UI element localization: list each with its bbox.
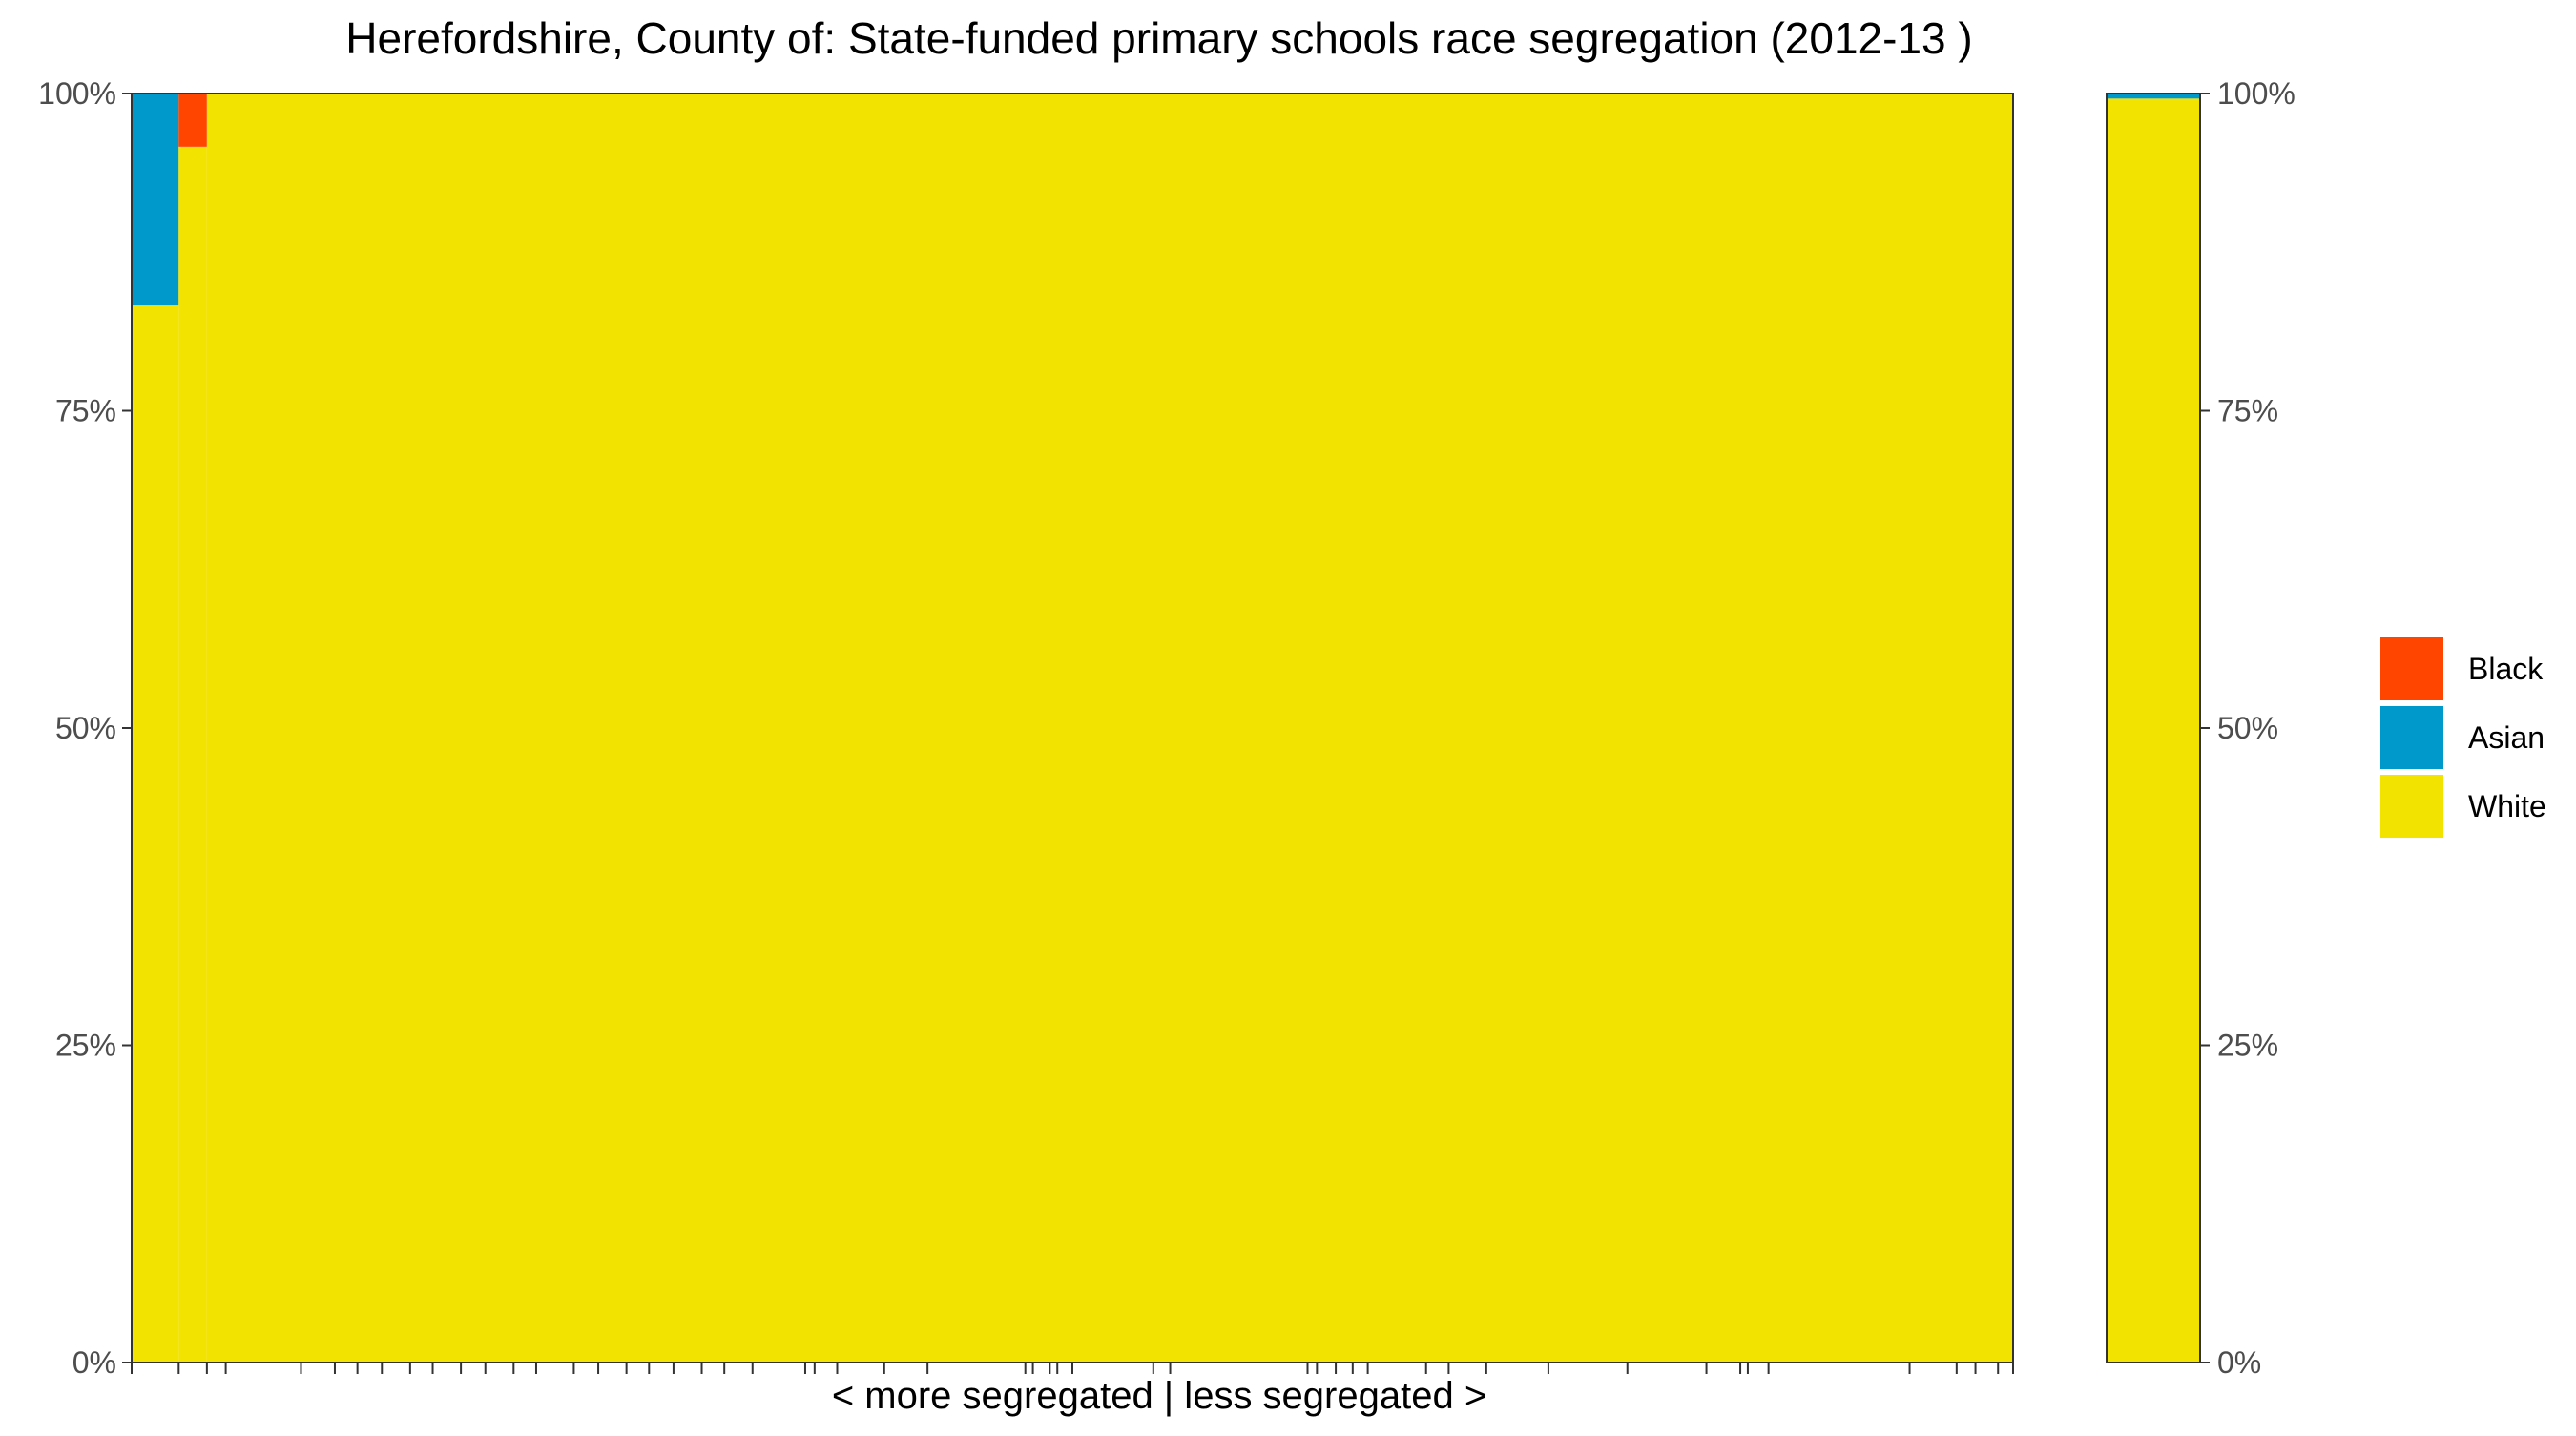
x-axis-label: < more segregated | less segregated > [832, 1375, 1486, 1417]
axes-layer: 0% 0% 25% 25% 50% 50% 75% 75% 100% 100% [38, 76, 2296, 1380]
y-tick-label-right: 100% [2217, 76, 2296, 111]
y-tick-label-left: 100% [38, 76, 116, 111]
total-bar-asian-segment [2107, 94, 2200, 99]
legend-label-asian: Asian [2468, 720, 2545, 755]
y-tick-label-right: 75% [2217, 394, 2278, 428]
school-bar-3-white-segment [206, 94, 2013, 1363]
y-tick-label-left: 50% [55, 711, 116, 745]
bars-layer [132, 94, 2200, 1363]
legend: Black Asian White [2380, 637, 2546, 838]
y-tick-label-right: 50% [2217, 711, 2278, 745]
y-tick-label-right: 0% [2217, 1345, 2261, 1380]
school-bar-1-asian-segment [132, 94, 179, 306]
y-tick-label-left: 0% [73, 1345, 116, 1380]
legend-label-white: White [2468, 789, 2546, 823]
legend-key-white [2380, 775, 2443, 838]
legend-key-asian [2380, 706, 2443, 769]
school-bar-1-white-segment [132, 305, 179, 1363]
total-bar-white-segment [2107, 98, 2200, 1363]
legend-key-black [2380, 637, 2443, 700]
school-bar-2-white-segment [178, 146, 207, 1363]
school-bar-2-black-segment [178, 94, 207, 147]
y-tick-label-left: 75% [55, 394, 116, 428]
legend-label-black: Black [2468, 652, 2544, 686]
y-tick-label-right: 25% [2217, 1029, 2278, 1063]
y-tick-label-left: 25% [55, 1029, 116, 1063]
chart-title: Herefordshire, County of: State-funded p… [345, 13, 1972, 63]
